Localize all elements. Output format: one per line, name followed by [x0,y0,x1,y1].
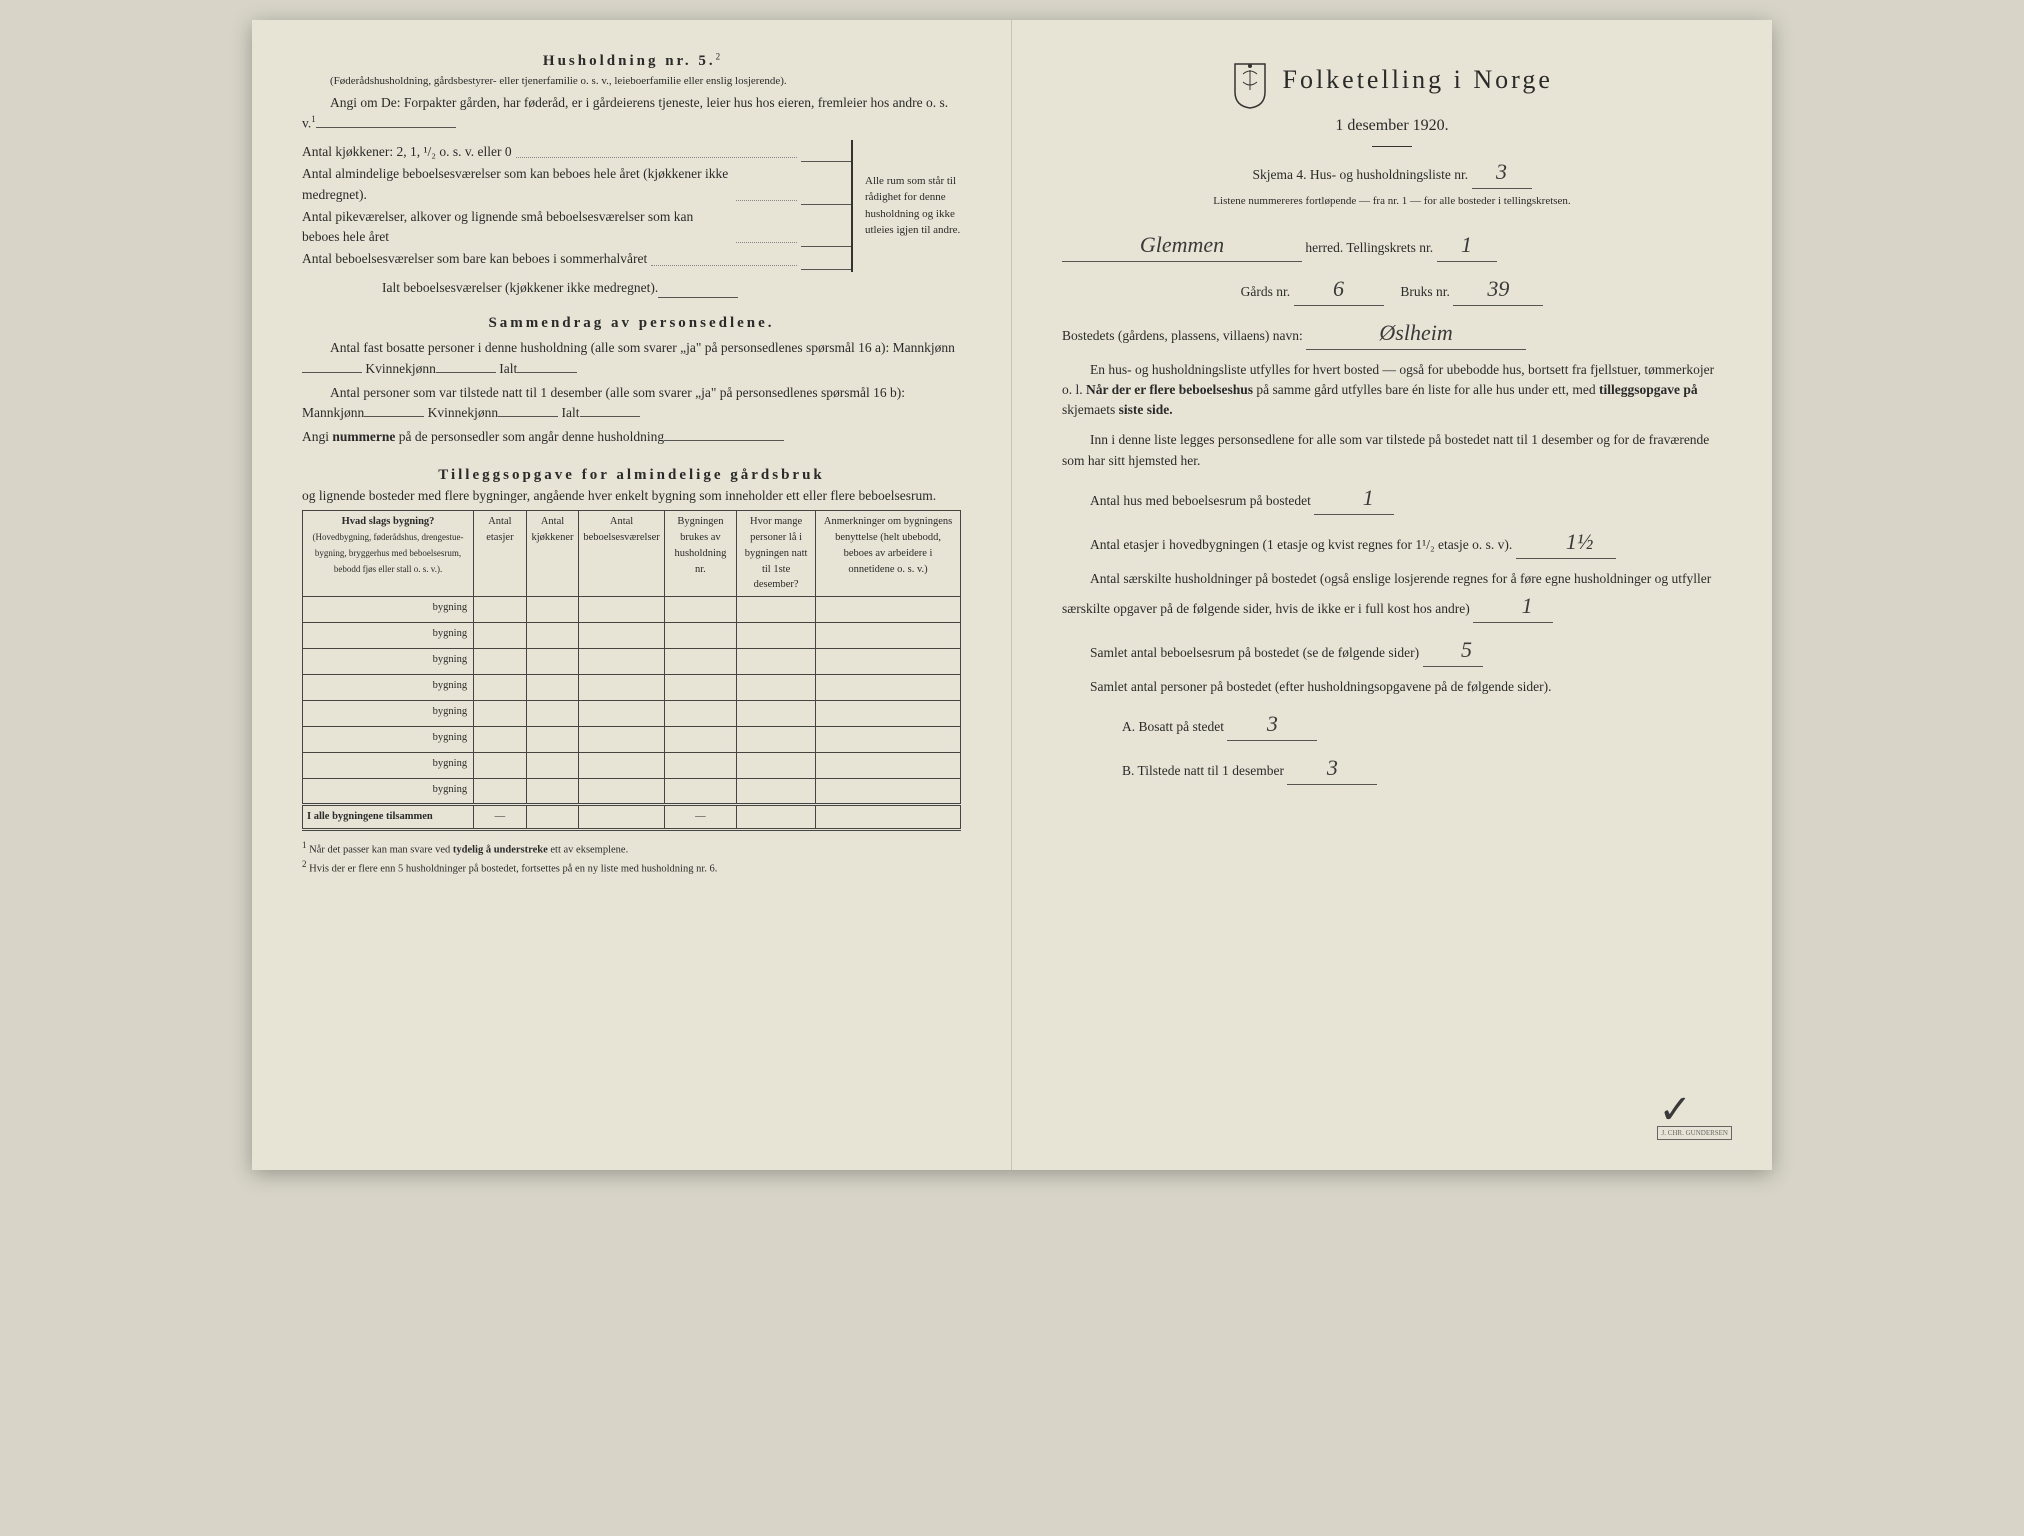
s-kvinne-1: Kvinnekjønn [365,361,436,376]
bosted-label: Bostedets (gårdens, plassens, villaens) … [1062,328,1303,343]
footnotes: 1 Når det passer kan man svare ved tydel… [302,839,961,878]
document-spread: Husholdning nr. 5.2 (Føderådshusholdning… [252,20,1772,1170]
kitchen-label: Antal kjøkkener: 2, 1, ¹/₂ o. s. v. elle… [302,142,512,162]
h5-angi: Angi om De: Forpakter gården, har føderå… [302,95,948,131]
th-3: Antal beboelsesværelser [579,511,664,597]
q3-label: Antal særskilte husholdninger på bostede… [1062,571,1711,616]
s-kvinne-2: Kvinnekjønn [428,405,499,420]
ialt-label: Ialt beboelsesværelser (kjøkkener ikke m… [382,278,658,298]
q3-val: 1 [1473,589,1553,623]
table-row: bygning [303,779,474,805]
qB-label: B. Tilstede natt til 1 desember [1122,763,1284,778]
right-page: Folketelling i Norge 1 desember 1920. Sk… [1012,20,1772,1170]
fn2: Hvis der er flere enn 5 husholdninger på… [309,864,717,875]
th-4: Bygningen brukes av husholdning nr. [664,511,736,597]
rooms-brace-group: Antal kjøkkener: 2, 1, ¹/₂ o. s. v. elle… [302,140,961,272]
brace-text: Alle rum som står til rådighet for denne… [851,140,961,272]
table-row: bygning [303,701,474,727]
h5-paren: (Føderådshusholdning, gårdsbestyrer- ell… [302,73,961,90]
tillegg-sub: og lignende bosteder med flere bygninger… [302,486,961,506]
herred-hand: Glemmen [1062,228,1302,262]
bygning-table: Hvad slags bygning?(Hovedbygning, føderå… [302,510,961,831]
bruks-label: Bruks nr. [1400,284,1450,299]
qA-val: 3 [1227,707,1317,741]
q4-label: Samlet antal beboelsesrum på bostedet (s… [1090,645,1419,660]
q1-val: 1 [1314,481,1394,515]
skjema-label: Skjema 4. Hus- og husholdningsliste nr. [1253,167,1469,182]
census-subtitle: 1 desember 1920. [1062,114,1722,138]
qB-val: 3 [1287,751,1377,785]
q2-val: 1½ [1516,525,1616,559]
q4-val: 5 [1423,633,1483,667]
h5-angi-sup: 1 [311,114,316,124]
table-row: bygning [303,675,474,701]
gards-nr: 6 [1294,272,1384,306]
sum-dash-2: — [664,805,736,830]
bruks-nr: 39 [1453,272,1543,306]
q1-label: Antal hus med beboelsesrum på bostedet [1090,493,1311,508]
room-row-1: Antal pikeværelser, alkover og lignende … [302,207,732,248]
para2: Inn i denne liste legges personsedlene f… [1062,430,1722,471]
s-ialt-1: Ialt [499,361,517,376]
s-angi: Angi nummerne på de personsedler som ang… [302,429,664,444]
coat-of-arms-icon [1231,60,1269,110]
table-row: bygning [303,727,474,753]
s-ialt-2: Ialt [562,405,580,420]
qA-label: A. Bosatt på stedet [1122,719,1224,734]
table-row: bygning [303,753,474,779]
h5-title: Husholdning nr. 5. [543,53,716,69]
skjema-nr: 3 [1472,155,1532,189]
gards-label: Gårds nr. [1241,284,1291,299]
q5-label: Samlet antal personer på bostedet (efter… [1062,677,1722,697]
bosted-hand: Øslheim [1306,316,1526,350]
krets-nr: 1 [1437,228,1497,262]
s-line2: Antal personer som var tilstede natt til… [302,385,905,420]
th-0: Hvad slags bygning?(Hovedbygning, føderå… [303,511,474,597]
census-title: Folketelling i Norge [1282,65,1552,94]
th-6: Anmerkninger om bygningens benyttelse (h… [816,511,961,597]
table-row: bygning [303,649,474,675]
th-1: Antal etasjer [474,511,527,597]
herred-label: herred. Tellingskrets nr. [1305,240,1433,255]
room-row-0: Antal almindelige beboelsesværelser som … [302,164,732,205]
listene-note: Listene nummereres fortløpende — fra nr.… [1062,193,1722,210]
h5-sup: 2 [716,52,721,62]
fn1: Når det passer kan man svare ved tydelig… [309,844,628,855]
printer-stamp: J. CHR. GUNDERSEN [1657,1126,1732,1141]
th-5: Hvor mange personer lå i bygningen natt … [737,511,816,597]
s-line1: Antal fast bosatte personer i denne hush… [330,340,955,355]
th-2: Antal kjøkkener [526,511,579,597]
table-row: bygning [303,597,474,623]
sum-label: I alle bygningene tilsammen [303,805,474,830]
sammendrag-title: Sammendrag av personsedlene. [302,312,961,335]
para1: En hus- og husholdningsliste utfylles fo… [1062,360,1722,421]
tillegg-title: Tilleggsopgave for almindelige gårdsbruk [302,464,961,487]
sum-dash-1: — [474,805,527,830]
q2-label: Antal etasjer i hovedbygningen (1 etasje… [1090,537,1512,552]
left-page: Husholdning nr. 5.2 (Føderådshusholdning… [252,20,1012,1170]
room-row-2: Antal beboelsesværelser som bare kan beb… [302,249,647,269]
table-row: bygning [303,623,474,649]
